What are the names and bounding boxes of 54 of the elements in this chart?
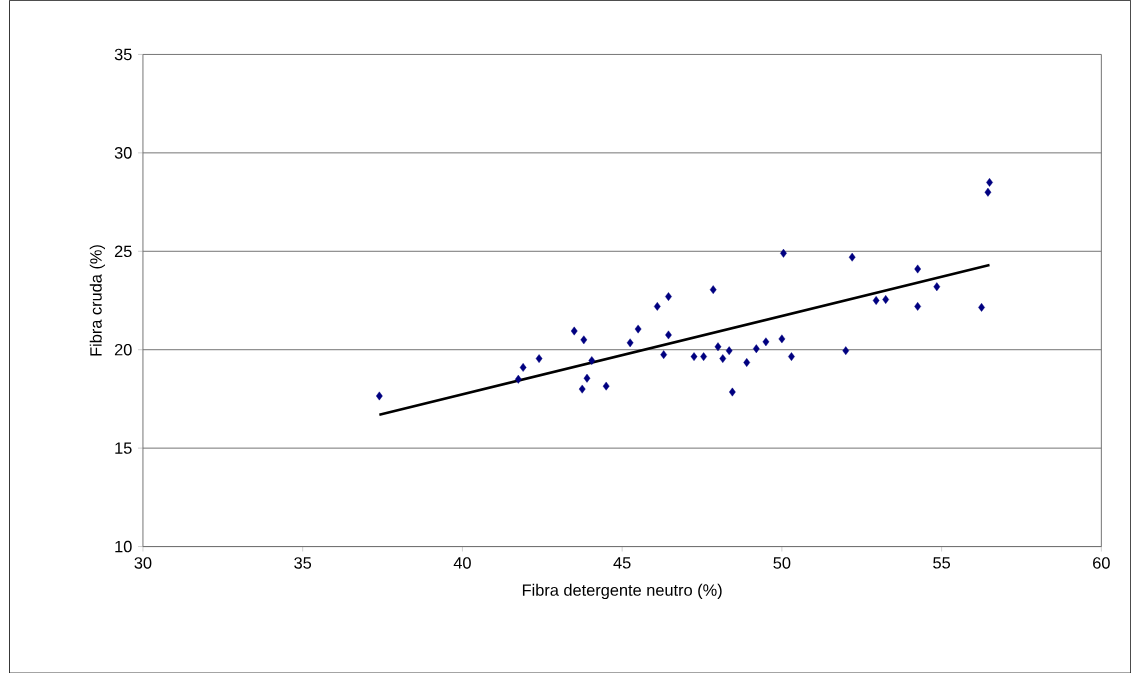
point	[743, 357, 751, 367]
point	[719, 353, 727, 363]
point	[788, 352, 795, 361]
point	[578, 384, 586, 394]
y-tick-label: 10	[115, 540, 132, 553]
point	[583, 373, 591, 383]
point	[714, 342, 722, 351]
point	[725, 346, 733, 355]
point	[848, 252, 856, 262]
y-tick-label: 30	[114, 146, 132, 159]
point	[762, 337, 770, 346]
x-tick-label: 55	[933, 556, 951, 569]
point	[626, 338, 634, 347]
point	[778, 334, 786, 344]
point	[690, 352, 698, 361]
x-tick-label: 30	[134, 556, 152, 569]
y-tick-label: 15	[115, 442, 132, 454]
y-tick-label: 20	[114, 343, 132, 356]
point	[914, 264, 921, 274]
y-tick-label: 35	[114, 48, 132, 61]
point	[653, 301, 661, 311]
point	[634, 324, 642, 334]
point	[729, 387, 736, 397]
point	[700, 352, 707, 361]
point	[986, 177, 993, 187]
point	[872, 295, 880, 305]
point	[514, 374, 522, 384]
point	[753, 344, 760, 353]
point	[933, 282, 941, 291]
point	[519, 362, 527, 372]
point	[709, 285, 717, 294]
point	[376, 391, 383, 401]
x-axis-title: Fibra detergente neutro (%)	[522, 583, 722, 599]
point	[665, 330, 672, 340]
point	[588, 355, 596, 365]
x-tick-label: 35	[294, 556, 312, 569]
point	[570, 326, 578, 336]
point	[914, 301, 921, 311]
y-axis-title: Fibra cruda (%)	[89, 244, 105, 356]
x-tick-label: 45	[613, 556, 631, 569]
point	[665, 291, 672, 301]
point	[660, 350, 667, 359]
point	[580, 335, 588, 345]
point	[984, 187, 992, 197]
point	[535, 353, 543, 363]
y-tick-label: 25	[114, 245, 132, 257]
point	[978, 302, 985, 312]
x-tick-label: 50	[773, 556, 791, 569]
point	[780, 248, 787, 258]
x-tick-label: 40	[453, 556, 471, 569]
point	[602, 381, 610, 391]
point	[842, 346, 850, 355]
x-tick-label: 60	[1093, 556, 1110, 569]
point	[882, 294, 890, 304]
